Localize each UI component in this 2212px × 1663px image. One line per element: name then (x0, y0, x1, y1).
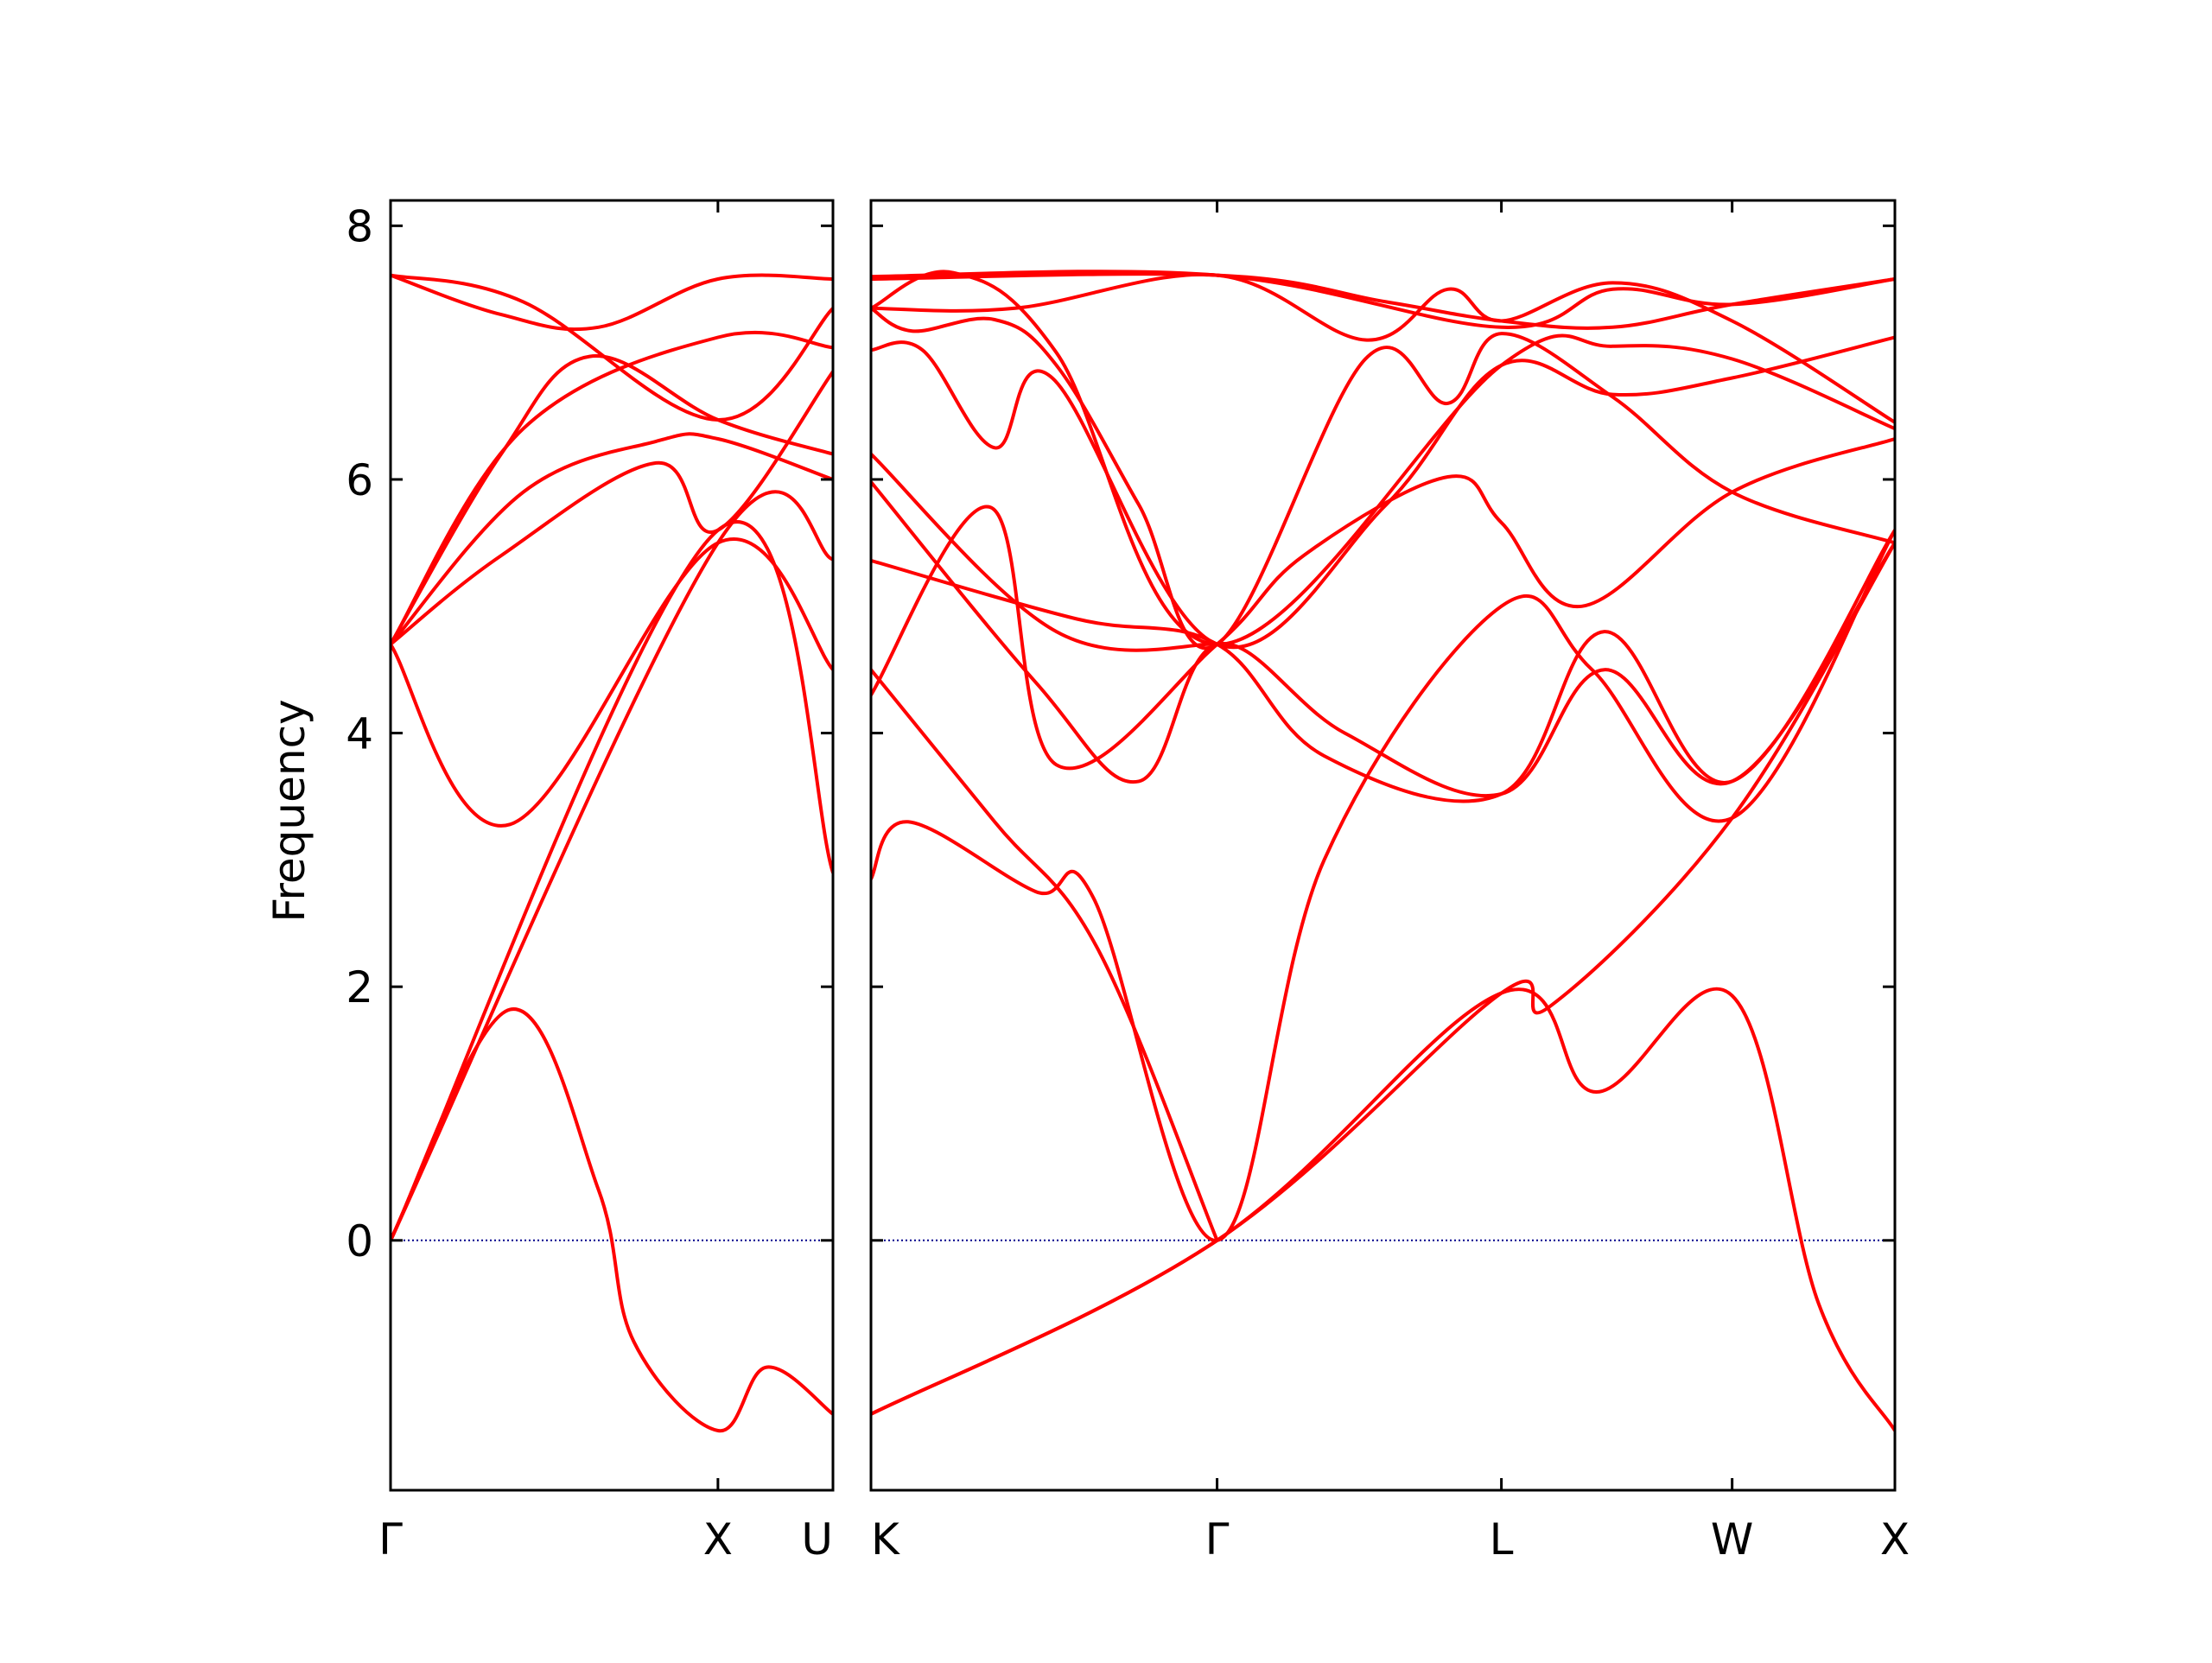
x-tick-label: U (801, 1514, 833, 1565)
x-tick-label: L (1490, 1514, 1514, 1565)
panel-2-frame (869, 199, 1897, 1492)
y-tick-label: 6 (346, 455, 373, 505)
panel-1-bands (391, 273, 833, 1433)
band-line (871, 437, 1895, 771)
x-tick-label: K (871, 1514, 900, 1565)
band-line (391, 520, 833, 1242)
y-tick-label: 4 (346, 709, 373, 759)
x-tick-label: Γ (1205, 1514, 1230, 1565)
y-tick-label: 0 (346, 1216, 373, 1266)
band-line (871, 306, 1895, 651)
band-line (871, 987, 1895, 1432)
y-tick-label: 8 (346, 201, 373, 251)
band-line (391, 432, 833, 646)
band-line (391, 490, 833, 1242)
band-line (391, 330, 833, 646)
band-line (871, 452, 1219, 652)
band-line (871, 479, 1895, 798)
band-line (391, 370, 833, 646)
band-line (391, 1007, 833, 1433)
x-tick-label: X (703, 1514, 733, 1565)
panel-2-bands (871, 270, 1895, 1432)
band-line (391, 537, 833, 828)
band-line (391, 354, 833, 646)
x-tick-label: W (1711, 1514, 1753, 1565)
x-tick-label: Γ (378, 1514, 403, 1565)
band-line (871, 528, 1895, 1242)
band-line (391, 273, 833, 332)
band-line (871, 270, 1895, 329)
band-line (391, 273, 833, 422)
band-line (871, 541, 1895, 1416)
band-line (871, 335, 1895, 650)
y-axis-label: Frequency (264, 699, 315, 922)
band-line (871, 272, 1895, 330)
panel-1-frame (389, 199, 835, 1492)
band-line (871, 270, 1895, 646)
band-line (871, 272, 1895, 424)
band-line (871, 668, 1219, 1242)
y-tick-label: 2 (346, 962, 373, 1012)
x-tick-label: X (1880, 1514, 1910, 1565)
